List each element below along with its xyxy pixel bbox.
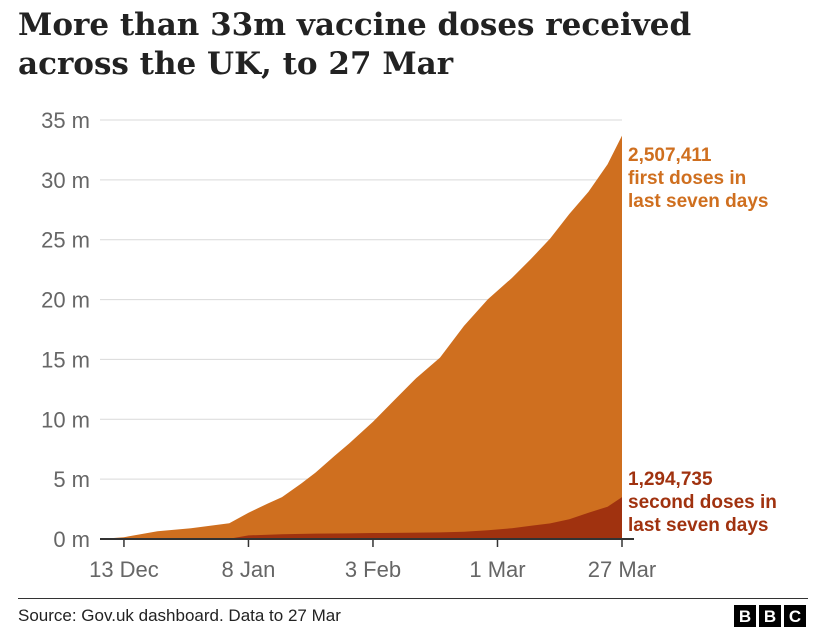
bbc-logo: B B C <box>734 605 806 627</box>
x-tick-label: 13 Dec <box>89 557 159 582</box>
source-note: Source: Gov.uk dashboard. Data to 27 Mar <box>18 606 341 625</box>
y-tick-labels: 0 m 5 m 10 m 15 m 20 m 25 m 30 m 35 m <box>41 108 90 552</box>
x-tick-label: 27 Mar <box>588 557 656 582</box>
logo-letter: C <box>784 605 806 627</box>
x-axis <box>100 538 634 547</box>
footer-divider <box>18 598 808 599</box>
second-doses-area <box>100 497 622 539</box>
data-areas <box>100 135 622 539</box>
y-tick-label: 30 m <box>41 168 90 193</box>
y-tick-label: 25 m <box>41 228 90 253</box>
y-tick-label: 20 m <box>41 288 90 313</box>
area-chart: 0 m 5 m 10 m 15 m 20 m 25 m 30 m 35 m 13 Dec 8 J… <box>41 108 777 582</box>
annotation-value: 1,294,735 <box>628 469 713 490</box>
annotation-text: last seven days <box>628 515 768 536</box>
annotation-text: second doses in <box>628 492 777 513</box>
annotation-text: last seven days <box>628 191 768 212</box>
x-tick-label: 8 Jan <box>222 557 276 582</box>
chart-title: More than 33m vaccine doses received acr… <box>18 7 692 82</box>
annotation-text: first doses in <box>628 168 746 189</box>
annotation-value: 2,507,411 <box>628 145 712 166</box>
y-tick-label: 35 m <box>41 108 90 133</box>
x-tick-labels: 13 Dec 8 Jan 3 Feb 1 Mar 27 Mar <box>89 557 656 582</box>
y-tick-label: 5 m <box>53 467 90 492</box>
logo-letter: B <box>734 605 756 627</box>
y-tick-label: 10 m <box>41 407 90 432</box>
logo-letter: B <box>759 605 781 627</box>
y-tick-label: 15 m <box>41 347 90 372</box>
x-tick-label: 1 Mar <box>469 557 525 582</box>
x-tick-label: 3 Feb <box>345 557 401 582</box>
y-tick-label: 0 m <box>53 527 90 552</box>
first-doses-area <box>100 135 622 539</box>
